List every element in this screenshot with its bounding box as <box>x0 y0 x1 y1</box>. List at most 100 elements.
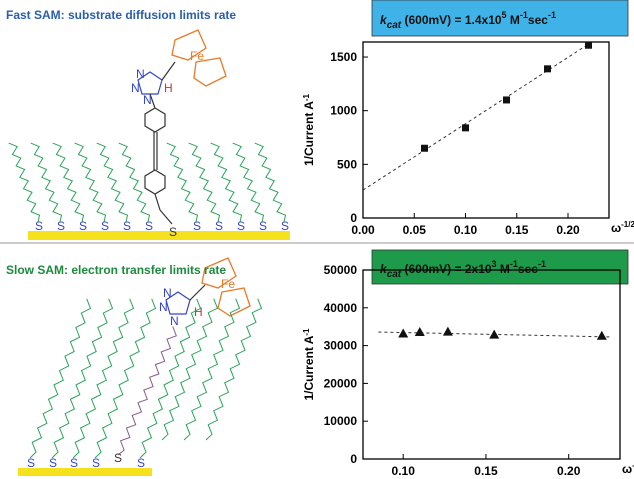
x-tick-label: 0.15 <box>505 223 529 237</box>
alkyl-chain <box>118 142 151 223</box>
alkyl-chain <box>117 326 177 456</box>
data-point <box>585 41 592 49</box>
fe-label: Fe <box>221 277 235 291</box>
x-tick-label: 0.10 <box>454 223 478 237</box>
gold-substrate <box>18 468 152 476</box>
x-tick-label: 0.15 <box>474 464 498 478</box>
text-part: M <box>507 13 520 27</box>
alkyl-chain <box>188 142 221 223</box>
y-tick-label: 1500 <box>330 50 357 64</box>
fit-line <box>362 43 589 191</box>
h-label: H <box>164 81 173 95</box>
text-part: cat <box>387 269 402 280</box>
ferrocene <box>171 29 227 87</box>
alkyl-chain <box>94 298 157 459</box>
alkyl-chain <box>161 298 219 441</box>
alkyl-chain <box>51 298 114 459</box>
n-label: N <box>170 314 179 328</box>
x-tick-label: 0.10 <box>392 464 416 478</box>
text-part: 3 <box>492 259 497 269</box>
data-point <box>462 124 469 132</box>
text-part: 1/Current A <box>302 335 316 400</box>
y-axis-label: 1/Current A-1 <box>302 93 316 166</box>
s-label: S <box>281 219 289 233</box>
plot-frame <box>362 269 621 460</box>
rate-text: kcat (600mV) = 1.4x105 M-1sec-1 <box>380 10 556 31</box>
y-tick-label: 0 <box>350 452 357 466</box>
x-tick-label: 0.05 <box>403 223 427 237</box>
y-tick-label: 30000 <box>324 339 358 353</box>
x-tick-label: 0.00 <box>351 223 375 237</box>
panel-title: Fast SAM: substrate diffusion limits rat… <box>6 8 236 22</box>
x-axis-label: ω-1/2 <box>611 220 634 235</box>
rate-text: kcat (600mV) = 2x103 M-1sec-1 <box>380 259 546 280</box>
s-label: S <box>169 225 177 239</box>
molecule <box>137 61 176 225</box>
n-label: N <box>131 81 140 95</box>
data-point <box>414 326 425 336</box>
text-part: k <box>380 262 388 276</box>
text-part: -1 <box>538 259 546 269</box>
fe-label: Fe <box>190 49 204 63</box>
s-label: S <box>237 219 245 233</box>
s-label: S <box>27 456 35 470</box>
s-label: S <box>79 219 87 233</box>
y-tick-label: 50000 <box>324 263 358 277</box>
text-part: -1/2 <box>632 461 634 470</box>
text-part: 1/Current A <box>302 101 316 166</box>
n-label: N <box>136 67 145 81</box>
s-label: S <box>70 456 78 470</box>
alkyl-chain <box>232 142 265 223</box>
alkyl-chain <box>254 142 287 223</box>
n-label: N <box>163 286 172 300</box>
y-tick-label: 1000 <box>330 104 357 118</box>
y-tick-label: 0 <box>350 211 357 225</box>
s-label: S <box>35 219 43 233</box>
alkyl-chain <box>8 142 41 223</box>
s-label: S <box>101 219 109 233</box>
alkyl-chain <box>30 142 63 223</box>
data-point <box>596 330 607 340</box>
x-axis-label: ω-1/2 <box>622 461 634 476</box>
alkyl-chain <box>139 298 202 459</box>
data-point <box>421 144 428 152</box>
alkyl-chain <box>29 298 92 459</box>
molecule <box>165 284 206 315</box>
text-part: -1/2 <box>621 220 634 229</box>
alkyl-chain <box>183 298 241 441</box>
text-part: -1 <box>302 93 311 101</box>
s-label: S <box>137 456 145 470</box>
text-part: -1 <box>548 10 556 20</box>
alkyl-chain <box>205 298 263 441</box>
x-tick-label: 0.20 <box>556 223 580 237</box>
text-part: -1 <box>302 328 311 336</box>
s-label: S <box>193 219 201 233</box>
data-point <box>503 96 510 104</box>
text-part: ω <box>611 221 621 235</box>
alkyl-chain <box>72 298 135 459</box>
data-point <box>544 65 551 73</box>
s-label: S <box>145 219 153 233</box>
text-part: sec <box>518 262 538 276</box>
data-point <box>398 328 409 338</box>
text-part: ω <box>622 462 632 476</box>
rate-box <box>371 249 629 285</box>
text-part: (600mV) = 1.4x10 <box>401 13 502 27</box>
alkyl-chain <box>166 142 199 223</box>
rate-box <box>371 0 629 37</box>
s-label: S <box>259 219 267 233</box>
text-part: sec <box>528 13 548 27</box>
text-part: M <box>497 262 510 276</box>
text-part: (600mV) = 2x10 <box>401 262 492 276</box>
s-label: S <box>49 456 57 470</box>
alkyl-chain <box>96 142 129 223</box>
y-tick-label: 20000 <box>324 376 358 390</box>
gold-substrate <box>28 231 290 240</box>
n-label: N <box>159 300 168 314</box>
data-point <box>442 326 453 336</box>
panel-title: Slow SAM: electron transfer limits rate <box>6 263 226 277</box>
alkyl-chain <box>210 142 243 223</box>
s-label: S <box>114 451 122 465</box>
x-tick-label: 0.20 <box>557 464 581 478</box>
